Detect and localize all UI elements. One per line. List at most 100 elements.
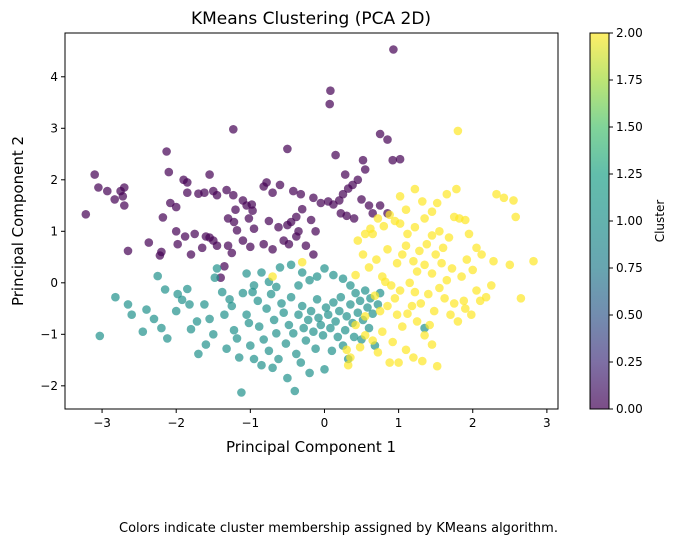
point-cluster-0 (364, 201, 374, 210)
point-cluster-1 (264, 346, 274, 356)
point-cluster-0 (297, 204, 307, 214)
point-cluster-2 (401, 205, 411, 214)
point-cluster-1 (149, 314, 159, 324)
point-cluster-1 (342, 312, 352, 321)
point-cluster-2 (370, 291, 380, 301)
point-cluster-2 (431, 250, 441, 259)
point-cluster-2 (412, 267, 422, 276)
point-cluster-0 (268, 245, 277, 254)
point-cluster-0 (171, 227, 181, 236)
point-cluster-1 (292, 349, 301, 359)
point-cluster-1 (301, 336, 311, 345)
point-cluster-0 (229, 190, 238, 200)
y-tick-label: 3 (50, 121, 58, 135)
point-cluster-2 (398, 250, 407, 259)
point-cluster-2 (420, 214, 429, 223)
point-cluster-1 (318, 331, 328, 340)
scatter-points (81, 45, 538, 397)
point-cluster-0 (316, 198, 326, 208)
point-cluster-1 (249, 281, 259, 290)
point-cluster-2 (462, 255, 472, 264)
point-cluster-2 (373, 348, 383, 357)
point-cluster-0 (227, 248, 237, 258)
point-cluster-1 (142, 305, 151, 314)
point-cluster-0 (340, 170, 350, 179)
point-cluster-2 (477, 250, 486, 259)
point-cluster-2 (401, 241, 411, 250)
y-tick-label: −1 (40, 327, 58, 341)
point-cluster-1 (272, 282, 281, 292)
point-cluster-0 (90, 170, 99, 179)
point-cluster-0 (284, 239, 294, 249)
point-cluster-2 (432, 198, 442, 208)
point-cluster-1 (111, 292, 120, 302)
point-cluster-1 (320, 365, 329, 374)
point-cluster-2 (452, 184, 461, 194)
point-cluster-2 (379, 221, 389, 231)
point-cluster-1 (303, 315, 313, 325)
point-cluster-0 (311, 227, 320, 236)
point-cluster-2 (505, 260, 515, 270)
colorbar-tick-label: 1.00 (616, 214, 643, 228)
point-cluster-1 (289, 329, 298, 338)
point-cluster-0 (229, 125, 238, 134)
point-cluster-0 (173, 239, 182, 249)
point-cluster-2 (410, 184, 420, 194)
point-cluster-2 (409, 256, 418, 266)
point-cluster-1 (257, 360, 266, 370)
point-cluster-1 (259, 335, 269, 344)
point-cluster-0 (289, 186, 298, 196)
x-tick-label: 0 (321, 416, 329, 430)
point-cluster-1 (312, 295, 322, 304)
point-cluster-0 (205, 170, 214, 179)
point-cluster-2 (297, 257, 307, 267)
point-cluster-2 (395, 286, 405, 295)
point-cluster-2 (368, 336, 378, 345)
colorbar-tick-label: 0.75 (616, 261, 643, 275)
point-cluster-2 (373, 214, 383, 223)
point-cluster-0 (306, 215, 316, 225)
point-cluster-1 (309, 327, 318, 337)
point-cluster-1 (160, 285, 170, 294)
point-cluster-1 (349, 332, 359, 342)
point-cluster-0 (223, 241, 233, 250)
point-cluster-0 (353, 175, 363, 185)
point-cluster-0 (118, 192, 128, 201)
point-cluster-1 (340, 325, 350, 335)
point-cluster-2 (457, 272, 466, 281)
point-cluster-0 (244, 214, 254, 223)
point-cluster-1 (275, 263, 285, 272)
x-tick-label: −2 (167, 416, 185, 430)
point-cluster-0 (388, 155, 398, 165)
point-cluster-0 (326, 86, 335, 95)
point-cluster-2 (461, 304, 470, 313)
point-cluster-2 (418, 197, 427, 206)
point-cluster-1 (266, 289, 276, 299)
point-cluster-0 (264, 216, 274, 226)
point-cluster-1 (314, 313, 323, 323)
point-cluster-2 (453, 126, 463, 136)
point-cluster-1 (210, 273, 220, 283)
point-cluster-2 (424, 289, 433, 299)
point-cluster-0 (229, 217, 239, 227)
point-cluster-1 (294, 310, 303, 320)
point-cluster-1 (269, 315, 279, 325)
point-cluster-2 (392, 258, 402, 268)
point-cluster-0 (103, 186, 112, 196)
point-cluster-1 (277, 299, 286, 308)
point-cluster-2 (401, 345, 411, 355)
x-tick-label: −1 (241, 416, 259, 430)
point-cluster-2 (412, 317, 422, 326)
point-cluster-2 (472, 286, 481, 295)
point-cluster-1 (368, 309, 378, 319)
point-cluster-1 (220, 310, 229, 320)
point-cluster-2 (390, 294, 400, 303)
colorbar (590, 33, 609, 409)
point-cluster-2 (385, 358, 395, 367)
point-cluster-2 (415, 246, 424, 256)
point-cluster-1 (205, 314, 214, 324)
point-cluster-2 (342, 345, 352, 355)
point-cluster-0 (164, 167, 174, 177)
point-cluster-1 (323, 310, 333, 320)
point-cluster-1 (320, 264, 329, 273)
